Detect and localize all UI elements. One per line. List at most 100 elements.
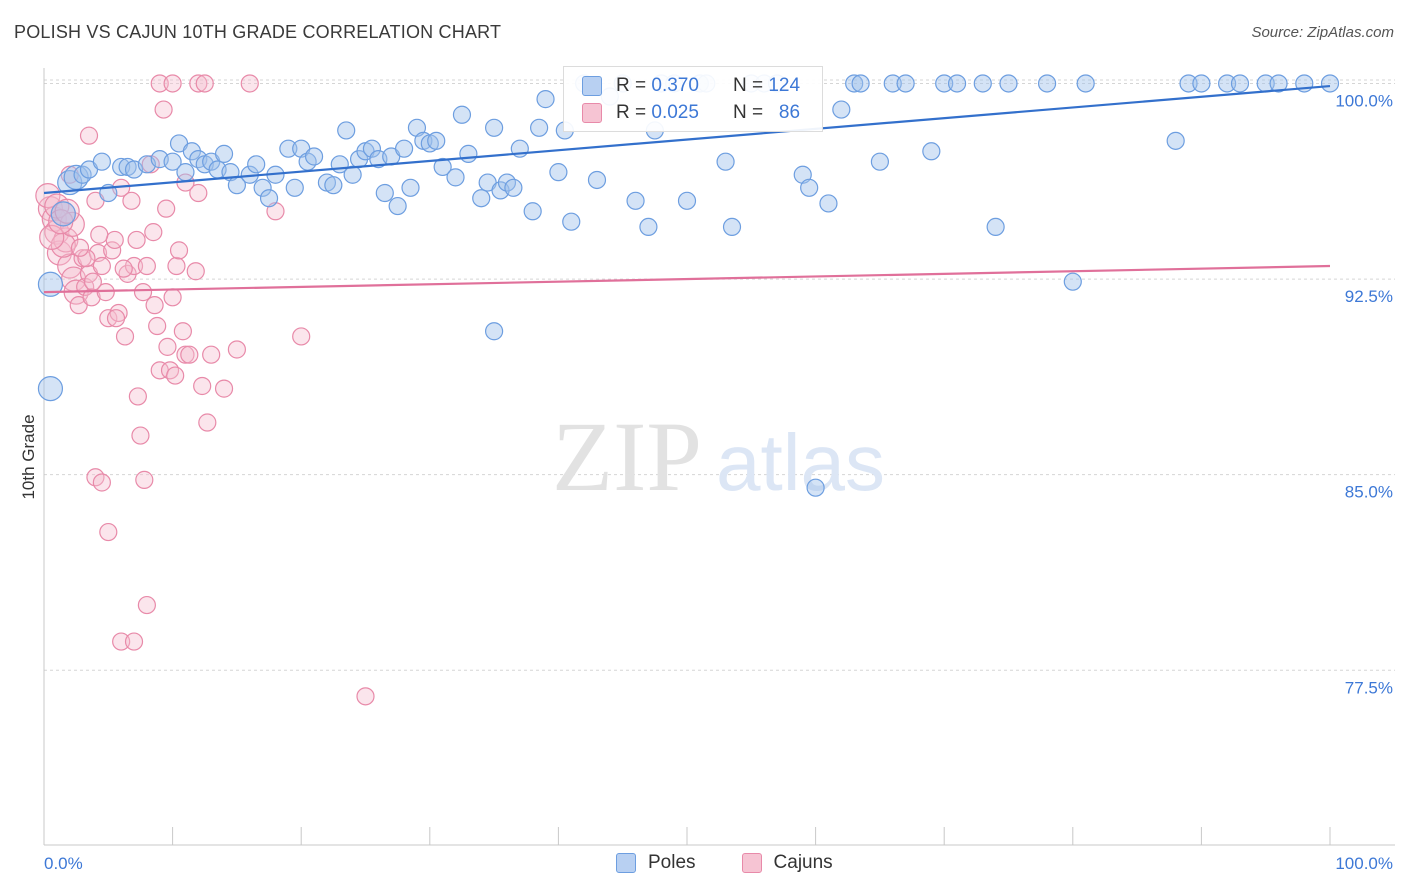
data-point-cajuns (135, 470, 154, 489)
stats-legend: R = 0.370 N = 124 R = 0.025 N = 86 (563, 66, 823, 132)
data-point-poles (562, 212, 581, 231)
poles-swatch (582, 76, 602, 96)
data-point-poles (800, 178, 819, 197)
data-point-poles (1218, 74, 1237, 93)
data-point-poles (549, 163, 568, 182)
data-point-poles (1063, 272, 1082, 291)
data-point-cajuns (292, 327, 311, 346)
cajuns-legend-swatch (741, 853, 762, 873)
data-point-poles (1230, 74, 1250, 93)
data-point-cajuns (105, 230, 124, 250)
data-point-poles (530, 118, 549, 137)
data-point-poles (176, 163, 195, 182)
data-point-poles (832, 100, 851, 119)
data-point-poles (677, 191, 697, 210)
data-point-cajuns (186, 262, 205, 281)
legend-item-cajuns[interactable]: Cajuns (741, 852, 833, 874)
cajuns-swatch (582, 103, 602, 123)
data-point-poles (947, 74, 967, 93)
data-point-cajuns (122, 191, 141, 210)
data-point-poles (427, 131, 446, 150)
data-point-cajuns (109, 303, 128, 323)
data-point-poles (922, 142, 941, 161)
n-label: N = (732, 75, 764, 96)
y-tick-label: 85.0% (1345, 483, 1393, 502)
data-point-poles (587, 170, 607, 190)
data-point-poles (253, 178, 272, 197)
data-point-poles (1269, 74, 1288, 93)
data-point-cajuns (39, 224, 65, 250)
data-point-cajuns (83, 272, 102, 291)
data-point-poles (459, 144, 478, 163)
data-point-poles (845, 74, 864, 93)
data-point-cajuns (158, 337, 177, 356)
r-label: R = (616, 102, 647, 123)
data-point-poles (1166, 131, 1185, 150)
data-point-poles (485, 322, 504, 341)
source-label: Source: ZipAtlas.com (1251, 24, 1394, 41)
data-point-cajuns (356, 687, 375, 706)
data-point-cajuns (115, 327, 135, 346)
n-label: N = (732, 102, 764, 123)
legend-item-poles[interactable]: Poles (616, 852, 696, 874)
data-point-cajuns (137, 595, 156, 615)
poles-r-value: 0.370 (651, 75, 699, 96)
data-point-cajuns (173, 322, 192, 341)
data-point-cajuns (103, 241, 122, 260)
watermark-zip: ZIP (552, 401, 702, 512)
data-point-poles (819, 194, 838, 213)
data-point-poles (337, 121, 356, 140)
data-point-cajuns (131, 426, 150, 445)
data-point-poles (285, 178, 304, 197)
series-cajuns-points (35, 74, 375, 706)
data-point-cajuns (189, 183, 208, 203)
data-point-cajuns (148, 316, 167, 336)
data-point-cajuns (70, 238, 90, 257)
y-tick-label: 77.5% (1345, 678, 1393, 697)
data-point-cajuns (99, 309, 118, 328)
data-point-poles (896, 74, 915, 93)
data-point-cajuns (189, 74, 208, 93)
data-point-cajuns (127, 230, 146, 250)
data-point-cajuns (124, 632, 144, 651)
data-point-poles (626, 191, 645, 210)
data-point-poles (472, 189, 491, 208)
data-point-cajuns (214, 379, 234, 398)
data-point-poles (214, 144, 234, 163)
chart-title: POLISH VS CAJUN 10TH GRADE CORRELATION C… (14, 22, 502, 42)
data-point-cajuns (240, 74, 259, 93)
data-point-cajuns (114, 259, 133, 278)
data-point-cajuns (195, 74, 214, 93)
data-point-cajuns (145, 296, 164, 315)
data-point-poles (1192, 74, 1211, 93)
data-point-cajuns (227, 340, 246, 359)
data-point-cajuns (92, 473, 111, 492)
data-point-cajuns (157, 199, 176, 218)
data-point-cajuns (167, 256, 186, 276)
data-point-poles (37, 376, 64, 402)
data-point-poles (92, 152, 111, 171)
data-point-poles (1037, 74, 1057, 93)
data-point-poles (50, 201, 76, 227)
data-point-cajuns (124, 256, 144, 276)
data-point-poles (433, 157, 452, 177)
legend-row-poles: R = 0.370 N = 124 (582, 73, 800, 99)
data-point-cajuns (90, 225, 109, 244)
poles-n-value: 124 (768, 75, 801, 96)
data-point-cajuns (128, 387, 147, 406)
r-label: R = (616, 75, 647, 96)
data-point-poles (973, 74, 992, 93)
data-point-cajuns (92, 256, 111, 276)
data-point-cajuns (169, 241, 189, 260)
data-point-poles (163, 152, 182, 171)
data-point-poles (935, 74, 954, 93)
data-point-poles (304, 147, 324, 166)
y-tick-label: 92.5% (1345, 287, 1393, 306)
series-poles-points (37, 74, 1340, 497)
data-point-cajuns (198, 413, 217, 432)
data-point-cajuns (112, 632, 131, 651)
data-point-poles (986, 217, 1005, 237)
data-point-cajuns (37, 196, 64, 222)
watermark-atlas: atlas (716, 418, 885, 507)
trend-lines (43, 84, 1331, 294)
